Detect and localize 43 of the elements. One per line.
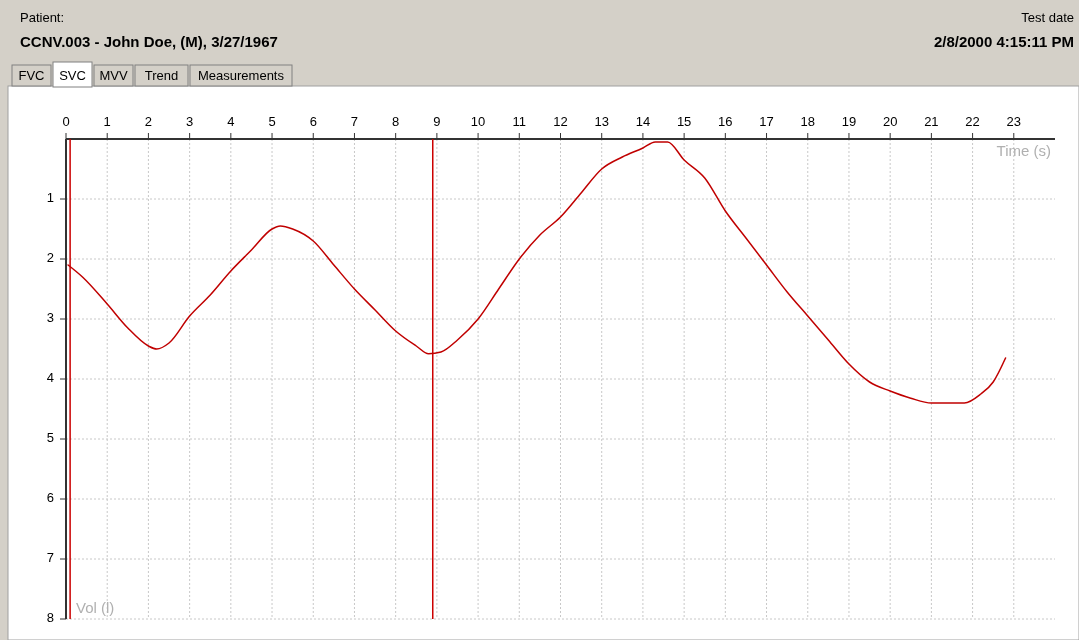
x-tick-label: 5 xyxy=(268,114,276,129)
x-tick-label: 2 xyxy=(144,114,153,129)
y-tick-label: 4 xyxy=(46,370,54,386)
x-tick-label: 19 xyxy=(841,114,857,129)
x-tick-label: 15 xyxy=(676,114,692,129)
x-tick-label: 12 xyxy=(553,114,568,129)
text: MVV xyxy=(99,68,128,83)
text: Measurements xyxy=(198,68,285,83)
x-tick-label: 18 xyxy=(800,114,815,129)
x-tick-label: 1 xyxy=(103,114,111,129)
x-tick-label: 13 xyxy=(594,114,609,129)
x-tick-label: 9 xyxy=(433,114,441,129)
text: Test date xyxy=(1021,10,1074,25)
x-tick-label: 20 xyxy=(882,114,898,129)
text: 2/8/2000 4:15:11 PM xyxy=(933,33,1074,50)
y-tick-label: 5 xyxy=(46,430,54,446)
y-tick-label: 7 xyxy=(46,550,54,566)
x-tick-label: 21 xyxy=(924,114,939,129)
y-tick-label: 3 xyxy=(46,310,54,326)
chart-title: CCNV.003 - John Doe, (M), 3/27/1967 xyxy=(20,33,278,50)
text: FVC xyxy=(18,68,45,83)
x-tick-label: 8 xyxy=(392,114,400,129)
y-tick-label: 2 xyxy=(46,250,54,266)
x-tick-label: 7 xyxy=(350,114,359,129)
y-tick-label: 8 xyxy=(46,610,54,626)
x-tick-label: 14 xyxy=(635,114,651,129)
x-tick-label: 0 xyxy=(62,114,70,129)
x-tick-label: 3 xyxy=(186,114,194,129)
x-tick-label: 22 xyxy=(965,114,980,129)
text: SVC xyxy=(59,68,86,83)
y-tick-label: 1 xyxy=(46,190,54,206)
x-axis-title: Time (s) xyxy=(996,142,1051,159)
x-tick-label: 23 xyxy=(1006,114,1022,129)
x-tick-label: 6 xyxy=(309,114,317,129)
x-tick-label: 16 xyxy=(718,114,733,129)
x-tick-label: 11 xyxy=(512,114,527,129)
x-tick-label: 10 xyxy=(470,114,486,129)
x-tick-label: 17 xyxy=(759,114,774,129)
y-tick-label: 6 xyxy=(46,490,54,506)
text: Patient: xyxy=(20,10,65,25)
x-tick-label: 4 xyxy=(227,114,235,129)
y-axis-title: Vol (l) xyxy=(76,599,115,616)
text: Trend xyxy=(144,68,179,83)
